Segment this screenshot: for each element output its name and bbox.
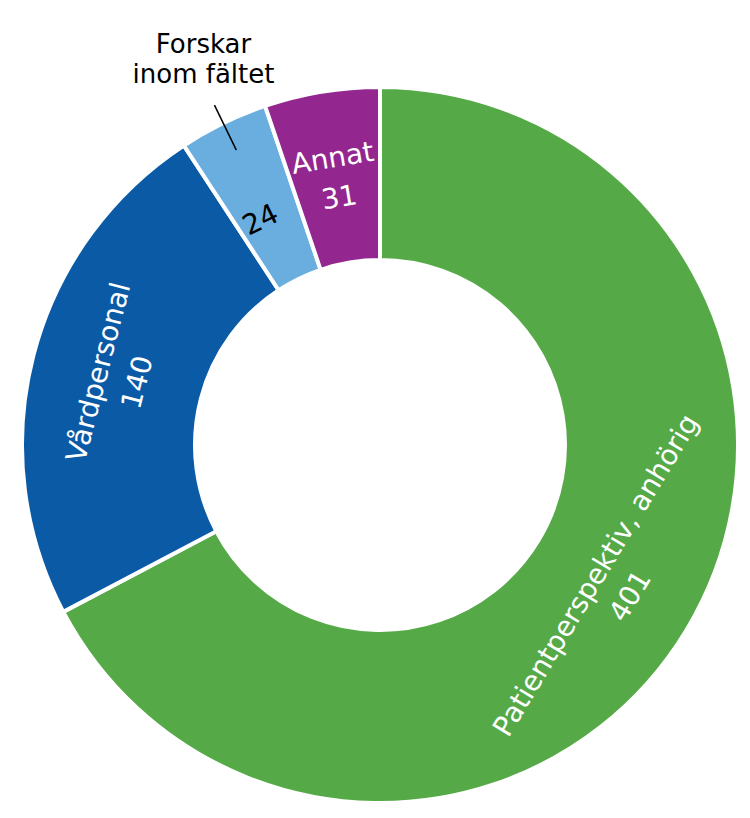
svg-text:Forskar: Forskar [156,29,252,59]
svg-text:inom fältet: inom fältet [133,59,275,89]
svg-text:401: 401 [602,564,658,627]
svg-text:140: 140 [114,352,159,412]
svg-text:Annat: Annat [289,135,376,181]
svg-text:Patientperspektiv, anhörig: Patientperspektiv, anhörig [486,408,705,742]
svg-text:24: 24 [237,197,283,242]
svg-text:Vårdpersonal: Vårdpersonal [59,279,138,466]
svg-text:31: 31 [319,178,360,216]
